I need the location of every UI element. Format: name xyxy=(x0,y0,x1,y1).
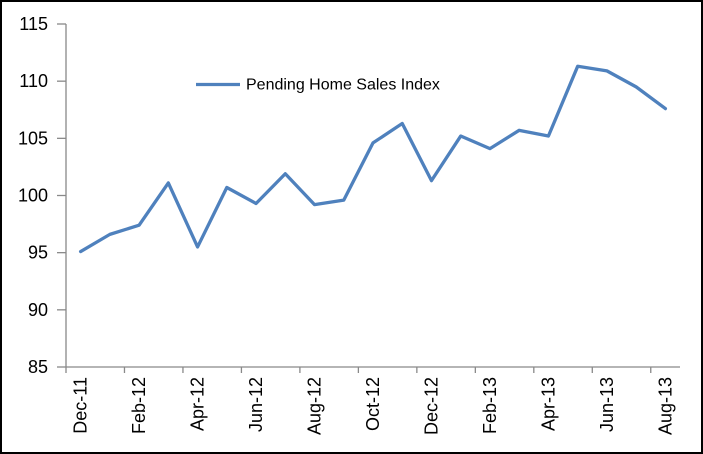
y-tick-label: 95 xyxy=(28,243,48,263)
legend-label: Pending Home Sales Index xyxy=(246,77,440,94)
y-tick-label: 90 xyxy=(28,300,48,320)
legend: Pending Home Sales Index xyxy=(196,77,440,94)
x-tick-label: Feb-12 xyxy=(129,377,149,434)
y-tick-label: 110 xyxy=(19,71,48,91)
x-tick-label: Dec-12 xyxy=(421,377,441,435)
x-tick-label: Apr-12 xyxy=(188,377,208,431)
x-tick-label: Jun-13 xyxy=(597,377,617,432)
y-tick-label: 100 xyxy=(18,186,48,206)
x-axis: Dec-11 Feb-12 Apr-12 Jun-12 Aug-12 Oct-12 Dec-… xyxy=(65,366,680,435)
y-tick-label: 85 xyxy=(28,357,48,377)
y-tick-label: 105 xyxy=(18,128,48,148)
x-tick-label: Feb-13 xyxy=(480,377,500,434)
y-axis: 85 90 95 100 105 110 115 xyxy=(18,14,67,377)
x-tick-label: Dec-11 xyxy=(71,377,91,434)
series-line-pending-home-sales-index xyxy=(78,64,668,254)
y-tick-label: 115 xyxy=(19,14,48,34)
x-tick-label: Oct-12 xyxy=(363,377,383,431)
x-tick-label: Aug-13 xyxy=(655,377,675,435)
x-tick-label: Jun-12 xyxy=(246,377,266,432)
x-tick-label: Apr-13 xyxy=(538,377,558,431)
x-tick-label: Aug-12 xyxy=(305,377,325,435)
